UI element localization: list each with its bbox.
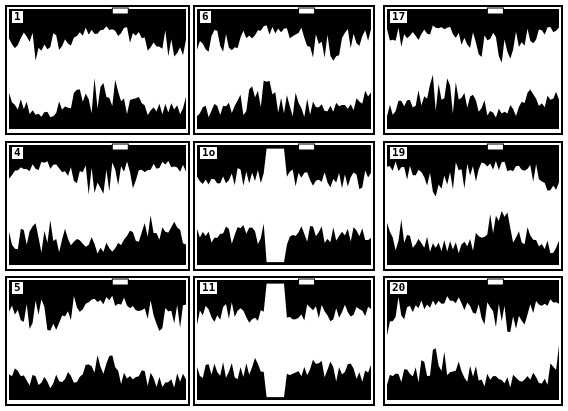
panel-10: 1o: [193, 141, 375, 271]
top-marker: [111, 278, 129, 286]
panel-label-17: 17: [389, 10, 409, 24]
upper-trace: [197, 9, 371, 61]
lower-trace: [9, 215, 186, 265]
panel-label-10: 1o: [199, 146, 219, 160]
top-marker: [486, 278, 504, 286]
panel-1: 1: [5, 5, 190, 135]
top-marker: [298, 7, 316, 15]
trace-plot-1: [5, 5, 190, 135]
upper-trace: [387, 280, 559, 336]
upper-trace: [9, 145, 186, 195]
panel-11: 11: [193, 276, 375, 406]
panel-20: 20: [383, 276, 563, 406]
trace-plot-10: [193, 141, 375, 271]
panel-label-1: 1: [11, 10, 24, 24]
trace-plot-17: [383, 5, 563, 135]
lower-trace: [9, 355, 186, 400]
panel-4: 4: [5, 141, 190, 271]
panel-label-11: 11: [199, 281, 219, 295]
upper-trace: [387, 145, 559, 197]
top-marker: [111, 7, 129, 15]
top-marker: [486, 7, 504, 15]
trace-plot-6: [193, 5, 375, 135]
top-marker: [111, 143, 129, 151]
top-marker: [298, 278, 316, 286]
upper-trace: [387, 9, 559, 63]
panel-label-20: 20: [389, 281, 409, 295]
panel-label-4: 4: [11, 146, 24, 160]
upper-trace: [9, 9, 186, 61]
panel-label-6: 6: [199, 10, 212, 24]
lower-trace: [197, 357, 371, 400]
top-marker: [298, 143, 316, 151]
top-marker: [486, 143, 504, 151]
upper-trace: [197, 280, 371, 325]
lower-trace: [197, 223, 371, 265]
trace-plot-20: [383, 276, 563, 406]
upper-trace: [197, 145, 371, 190]
upper-trace: [9, 280, 186, 331]
panel-label-5: 5: [11, 281, 24, 295]
panel-19: 19: [383, 141, 563, 271]
panel-17: 17: [383, 5, 563, 135]
panel-6: 6: [193, 5, 375, 135]
panel-label-19: 19: [389, 146, 409, 160]
panel-5: 5: [5, 276, 190, 406]
trace-plot-11: [193, 276, 375, 406]
trace-plot-5: [5, 276, 190, 406]
lower-trace: [387, 74, 559, 129]
lower-trace: [197, 80, 371, 129]
lower-trace: [387, 211, 559, 265]
lower-trace: [9, 78, 186, 129]
trace-plot-19: [383, 141, 563, 271]
lower-trace: [387, 345, 559, 400]
trace-plot-4: [5, 141, 190, 271]
